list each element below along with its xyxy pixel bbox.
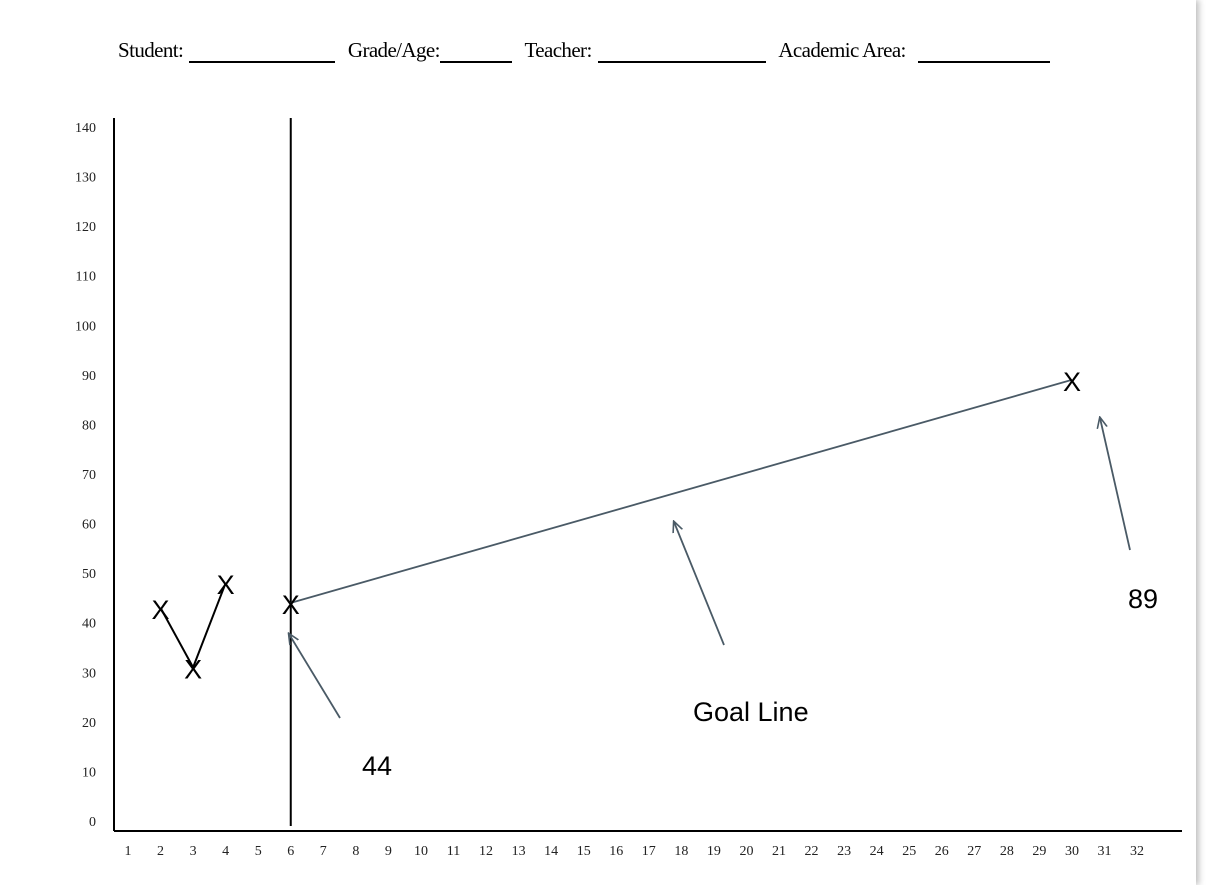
x-tick-label: 28 (1000, 844, 1014, 859)
data-point-marker: X (184, 654, 202, 684)
y-tick-label: 60 (82, 518, 96, 533)
y-tick-label: 30 (82, 666, 96, 681)
x-tick-label: 4 (222, 844, 229, 859)
y-tick-label: 140 (75, 121, 96, 136)
x-tick-label: 16 (609, 844, 623, 859)
x-tick-label: 2 (157, 844, 164, 859)
x-tick-label: 6 (287, 844, 294, 859)
y-tick-label: 110 (76, 270, 96, 285)
x-tick-label: 19 (707, 844, 721, 859)
data-point-marker: X (1063, 367, 1081, 397)
student-label: Student: (118, 38, 184, 62)
data-point-marker: X (152, 595, 170, 625)
x-tick-label: 11 (447, 844, 460, 859)
x-tick-label: 15 (577, 844, 591, 859)
annotation-label: 44 (362, 751, 392, 781)
data-point-marker: X (217, 570, 235, 600)
x-tick-label: 27 (967, 844, 981, 859)
y-tick-label: 20 (82, 716, 96, 731)
student-field: Student: (118, 38, 336, 63)
x-tick-label: 1 (125, 844, 132, 859)
y-tick-label: 70 (82, 468, 96, 483)
grade-label: Grade/Age: (347, 38, 441, 62)
y-tick-label: 90 (82, 369, 96, 384)
x-tick-label: 25 (902, 844, 916, 859)
baseline-data-line (159, 582, 227, 670)
x-tick-label: 32 (1130, 844, 1144, 859)
goal-line (290, 378, 1073, 604)
y-tick-label: 80 (82, 418, 96, 433)
x-tick-label: 5 (255, 844, 262, 859)
y-tick-label: 40 (82, 617, 96, 632)
grade-field: Grade/Age: (348, 38, 512, 63)
x-tick-label: 24 (870, 844, 884, 859)
x-tick-label: 7 (320, 844, 327, 859)
x-tick-label: 31 (1098, 844, 1112, 859)
x-tick-label: 29 (1032, 844, 1046, 859)
data-point-marker: X (282, 590, 300, 620)
annotation-label: 89 (1128, 584, 1158, 614)
y-tick-label: 0 (89, 815, 96, 830)
x-tick-label: 3 (190, 844, 197, 859)
chart-axes (113, 118, 1182, 832)
x-tick-label: 30 (1065, 844, 1079, 859)
x-tick-label: 14 (544, 844, 558, 859)
x-tick-label: 22 (805, 844, 819, 859)
teacher-field: Teacher: (525, 38, 766, 63)
y-tick-label: 100 (75, 319, 96, 334)
worksheet-header: Student: Grade/Age: Teacher: Academic Ar… (118, 38, 1058, 63)
student-blank[interactable] (189, 39, 336, 63)
x-tick-label: 23 (837, 844, 851, 859)
x-tick-label: 9 (385, 844, 392, 859)
x-tick-label: 12 (479, 844, 493, 859)
teacher-label: Teacher: (524, 38, 593, 62)
chart-annotations: 44 Goal Line 89 (289, 418, 1158, 781)
x-tick-label: 8 (352, 844, 359, 859)
teacher-blank[interactable] (597, 39, 766, 63)
area-blank[interactable] (917, 39, 1050, 63)
area-label: Academic Area: (778, 38, 906, 62)
annotation-arrow (674, 522, 725, 646)
area-field: Academic Area: (778, 38, 1050, 63)
x-tick-label: 10 (414, 844, 428, 859)
x-tick-label: 17 (642, 844, 656, 859)
grade-blank[interactable] (439, 39, 512, 63)
annotation-label: Goal Line (693, 697, 809, 727)
annotation-arrow (1100, 418, 1131, 551)
annotation-arrow (289, 634, 341, 719)
x-tick-label: 21 (772, 844, 786, 859)
x-tick-label: 26 (935, 844, 949, 859)
x-tick-labels: 1 2 3 4 5 6 7 8 9 10 11 12 13 14 15 16 17 18 19 20 21 22 23 24 2… (125, 844, 1145, 859)
y-tick-label: 50 (82, 567, 96, 582)
y-tick-label: 10 (82, 765, 96, 780)
x-tick-label: 18 (674, 844, 688, 859)
y-tick-label: 130 (75, 171, 96, 186)
y-tick-labels: 0 10 20 30 40 50 60 70 80 90 100 110 120 130 140 (75, 121, 96, 830)
y-tick-label: 120 (75, 220, 96, 235)
x-tick-label: 20 (739, 844, 753, 859)
x-tick-label: 13 (512, 844, 526, 859)
